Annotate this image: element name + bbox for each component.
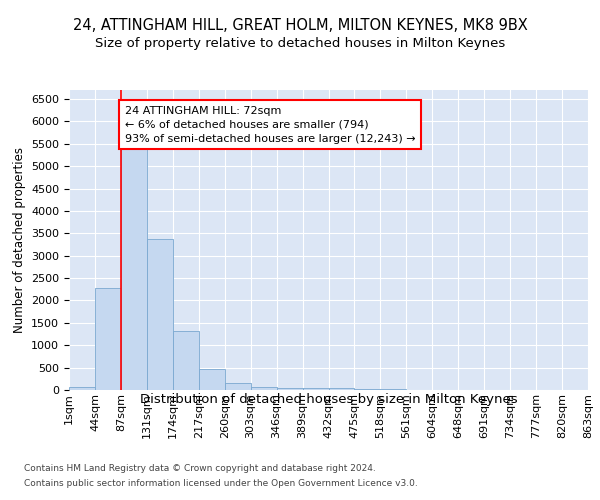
Bar: [95, 288, 121, 390]
Bar: [225, 383, 251, 390]
Text: 24 ATTINGHAM HILL: 72sqm
← 6% of detached houses are smaller (794)
93% of semi-d: 24 ATTINGHAM HILL: 72sqm ← 6% of detache…: [125, 106, 415, 144]
Bar: [302, 388, 329, 390]
Text: Contains public sector information licensed under the Open Government Licence v3: Contains public sector information licen…: [24, 479, 418, 488]
Bar: [277, 388, 302, 390]
Bar: [199, 368, 224, 390]
Bar: [251, 386, 277, 390]
Bar: [69, 387, 95, 390]
Bar: [121, 148, 147, 390]
Text: Size of property relative to detached houses in Milton Keynes: Size of property relative to detached ho…: [95, 38, 505, 51]
Bar: [173, 332, 199, 390]
Text: Distribution of detached houses by size in Milton Keynes: Distribution of detached houses by size …: [140, 392, 518, 406]
Bar: [147, 238, 173, 390]
Text: Contains HM Land Registry data © Crown copyright and database right 2024.: Contains HM Land Registry data © Crown c…: [24, 464, 376, 473]
Bar: [355, 389, 380, 390]
Text: 24, ATTINGHAM HILL, GREAT HOLM, MILTON KEYNES, MK8 9BX: 24, ATTINGHAM HILL, GREAT HOLM, MILTON K…: [73, 18, 527, 32]
Bar: [329, 388, 355, 390]
Y-axis label: Number of detached properties: Number of detached properties: [13, 147, 26, 333]
